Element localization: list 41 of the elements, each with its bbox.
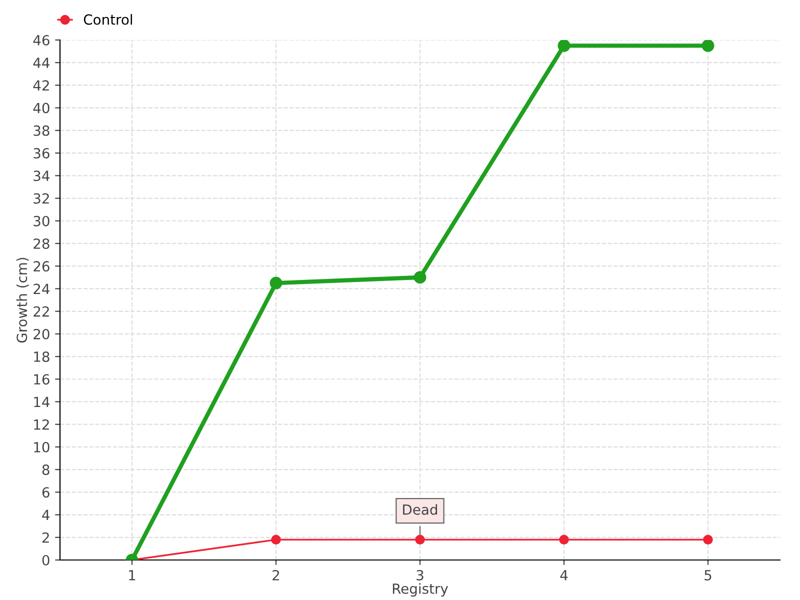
y-tick-label: 28 (34, 238, 50, 249)
point (271, 534, 281, 545)
y-tick-label: 4 (42, 510, 50, 520)
point (270, 276, 282, 290)
annotation: Dead (403, 504, 438, 515)
point (702, 40, 714, 52)
y-tick-label: 40 (33, 102, 50, 114)
y-tick-label: 8 (42, 464, 50, 476)
x-tick-label: 4 (560, 570, 568, 580)
y-tick-label: 34 (34, 170, 50, 182)
y-tick-label: 12 (34, 419, 49, 430)
y-tick-label: 0 (42, 554, 50, 566)
y-tick-label: 22 (34, 306, 49, 317)
y-tick-label: 42 (33, 80, 49, 90)
x-tick-label: 1 (129, 570, 136, 580)
point (558, 40, 570, 52)
x-tick-label: 3 (416, 570, 424, 580)
y-tick-label: 30 (34, 216, 50, 226)
y-tick-label: 6 (42, 487, 50, 498)
y-tick-label: 16 (34, 374, 50, 385)
y-tick-label: 36 (34, 148, 50, 159)
y-tick-label: 18 (34, 351, 50, 362)
x-axis-title: Registry (392, 583, 448, 597)
point (414, 271, 426, 284)
y-tick-label: 46 (33, 34, 50, 46)
legend-label: Control (84, 14, 132, 25)
y-tick-label: 38 (34, 125, 50, 136)
y-tick-label: 20 (34, 328, 50, 340)
y-tick-label: 2 (42, 532, 49, 543)
y-tick-label: 14 (34, 396, 50, 408)
y-tick-label: 10 (34, 442, 50, 452)
y-tick-label: 26 (34, 261, 50, 272)
point (703, 534, 713, 545)
y-tick-label: 44 (33, 58, 50, 68)
x-tick-label: 5 (704, 570, 712, 580)
y-tick-label: 24 (34, 284, 50, 294)
y-tick-label: 32 (34, 193, 49, 204)
x-tick-label: 2 (272, 570, 280, 580)
point (415, 534, 425, 545)
point (559, 534, 569, 545)
y-axis-title: Growth (cm) (16, 258, 29, 343)
